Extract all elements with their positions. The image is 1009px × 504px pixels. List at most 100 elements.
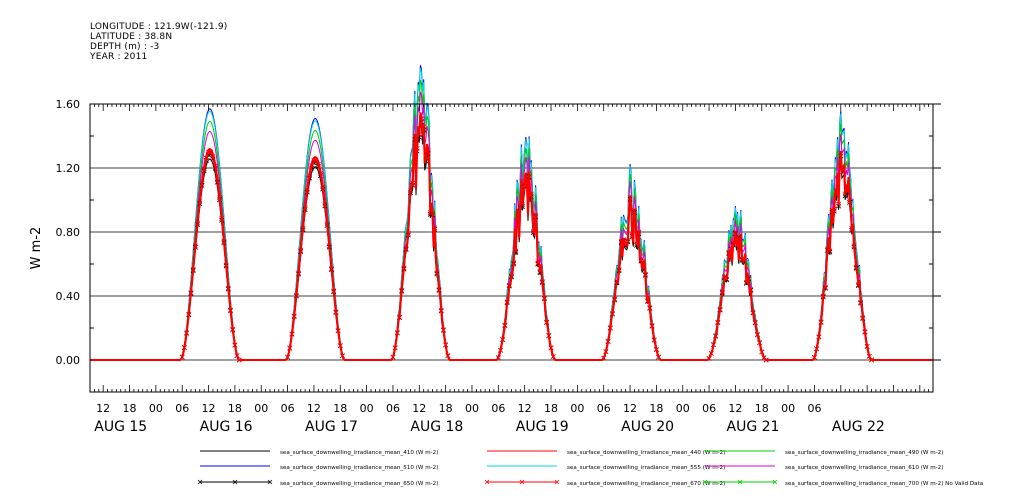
series-marker xyxy=(300,225,306,231)
series-marker xyxy=(620,237,626,243)
series-marker xyxy=(414,146,420,151)
series-marker xyxy=(759,349,765,355)
series-marker xyxy=(502,322,508,328)
series-marker xyxy=(851,243,857,249)
legend-label: sea_surface_downwelling_irradiance_mean_… xyxy=(280,481,438,487)
series-marker xyxy=(603,349,609,355)
series-marker xyxy=(236,357,242,363)
series-marker xyxy=(656,354,662,360)
day-label: AUG 17 xyxy=(305,419,358,435)
series-marker xyxy=(653,347,659,352)
legend-marker xyxy=(484,479,490,485)
series-marker xyxy=(445,353,451,359)
series-marker xyxy=(438,307,444,313)
hour-tick-label: 06 xyxy=(807,402,821,415)
series-marker xyxy=(337,343,343,348)
series-marker xyxy=(822,284,828,290)
series-marker xyxy=(179,354,185,360)
series-marker xyxy=(221,238,227,244)
series-marker xyxy=(836,203,842,209)
series-marker xyxy=(741,256,747,262)
series-marker xyxy=(335,328,341,334)
series-marker xyxy=(535,260,541,266)
hour-tick-label: 18 xyxy=(544,402,558,415)
y-tick-label: 0.40 xyxy=(56,290,81,303)
series-marker xyxy=(394,330,400,336)
series-marker xyxy=(515,211,521,217)
series-marker xyxy=(416,131,422,137)
series-marker xyxy=(408,188,413,194)
hour-tick-label: 00 xyxy=(570,402,584,415)
hour-tick-label: 06 xyxy=(386,402,400,415)
hour-tick-label: 00 xyxy=(360,402,374,415)
series-marker xyxy=(318,170,323,176)
series-marker xyxy=(831,206,837,212)
series-marker xyxy=(217,195,223,201)
series-marker xyxy=(298,247,304,253)
y-tick-label: 1.20 xyxy=(56,162,81,175)
series-marker xyxy=(750,310,756,315)
series-marker xyxy=(737,242,743,247)
series-marker xyxy=(612,296,618,302)
series-marker xyxy=(827,248,833,254)
series-marker xyxy=(713,333,719,339)
series-marker xyxy=(818,319,824,325)
series-marker xyxy=(219,216,225,221)
series-marker xyxy=(324,221,330,227)
hour-tick-label: 06 xyxy=(175,402,189,415)
series-marker xyxy=(230,326,236,332)
series-marker xyxy=(197,199,203,205)
series-marker xyxy=(423,156,429,162)
series-marker xyxy=(550,354,556,360)
hour-tick-label: 00 xyxy=(149,402,163,415)
series-marker xyxy=(715,319,721,325)
series-marker xyxy=(498,347,504,353)
x-tick-labels: 12 18 00 06 12 18 00 06 12 18 00 06 12 18 00 06 12 18 00 06… xyxy=(96,402,821,415)
legend-label: sea_surface_downwelling_irradiance_mean_… xyxy=(280,465,438,471)
series-marker xyxy=(869,357,875,363)
series-marker xyxy=(844,188,850,194)
y-tick-labels: 0.00 0.40 0.80 1.20 1.60 xyxy=(56,98,81,367)
series-marker xyxy=(333,309,339,315)
hour-tick-label: 00 xyxy=(676,402,690,415)
series-marker xyxy=(537,269,543,275)
series-marker xyxy=(513,248,519,254)
legend-label: sea_surface_downwelling_irradiance_mean_… xyxy=(567,465,725,471)
series-marker xyxy=(627,194,633,200)
series-marker xyxy=(309,163,315,169)
series-marker xyxy=(640,264,646,270)
hour-tick-label: 12 xyxy=(728,402,742,415)
day-label: AUG 18 xyxy=(410,419,463,435)
series-marker xyxy=(511,260,517,266)
series-marker xyxy=(192,243,198,249)
series-marker xyxy=(296,270,302,276)
series-marker xyxy=(866,353,872,359)
series-marker xyxy=(754,332,760,337)
hour-tick-label: 12 xyxy=(518,402,532,415)
series-line xyxy=(90,68,933,361)
series-marker xyxy=(719,289,725,295)
series-marker xyxy=(763,357,769,363)
hour-tick-label: 06 xyxy=(702,402,716,415)
series-marker xyxy=(339,353,345,359)
series-marker xyxy=(528,192,534,198)
series-marker xyxy=(732,229,738,235)
series-marker xyxy=(724,276,730,282)
legend-label: sea_surface_downwelling_irradiance_mean_… xyxy=(567,450,725,456)
series-marker xyxy=(638,257,644,263)
series-marker xyxy=(833,191,839,197)
series-marker xyxy=(541,295,547,301)
series-marker xyxy=(181,345,187,350)
series-marker xyxy=(208,149,214,155)
series-marker xyxy=(524,178,530,184)
series-marker xyxy=(210,154,216,160)
y-tick-label: 0.00 xyxy=(56,354,81,367)
y-tick-label: 0.80 xyxy=(56,226,81,239)
series-marker xyxy=(610,311,615,316)
series-marker xyxy=(814,346,820,352)
series-marker xyxy=(710,342,716,348)
series-marker xyxy=(186,311,192,317)
series-marker xyxy=(410,180,416,186)
series-marker xyxy=(614,279,620,285)
